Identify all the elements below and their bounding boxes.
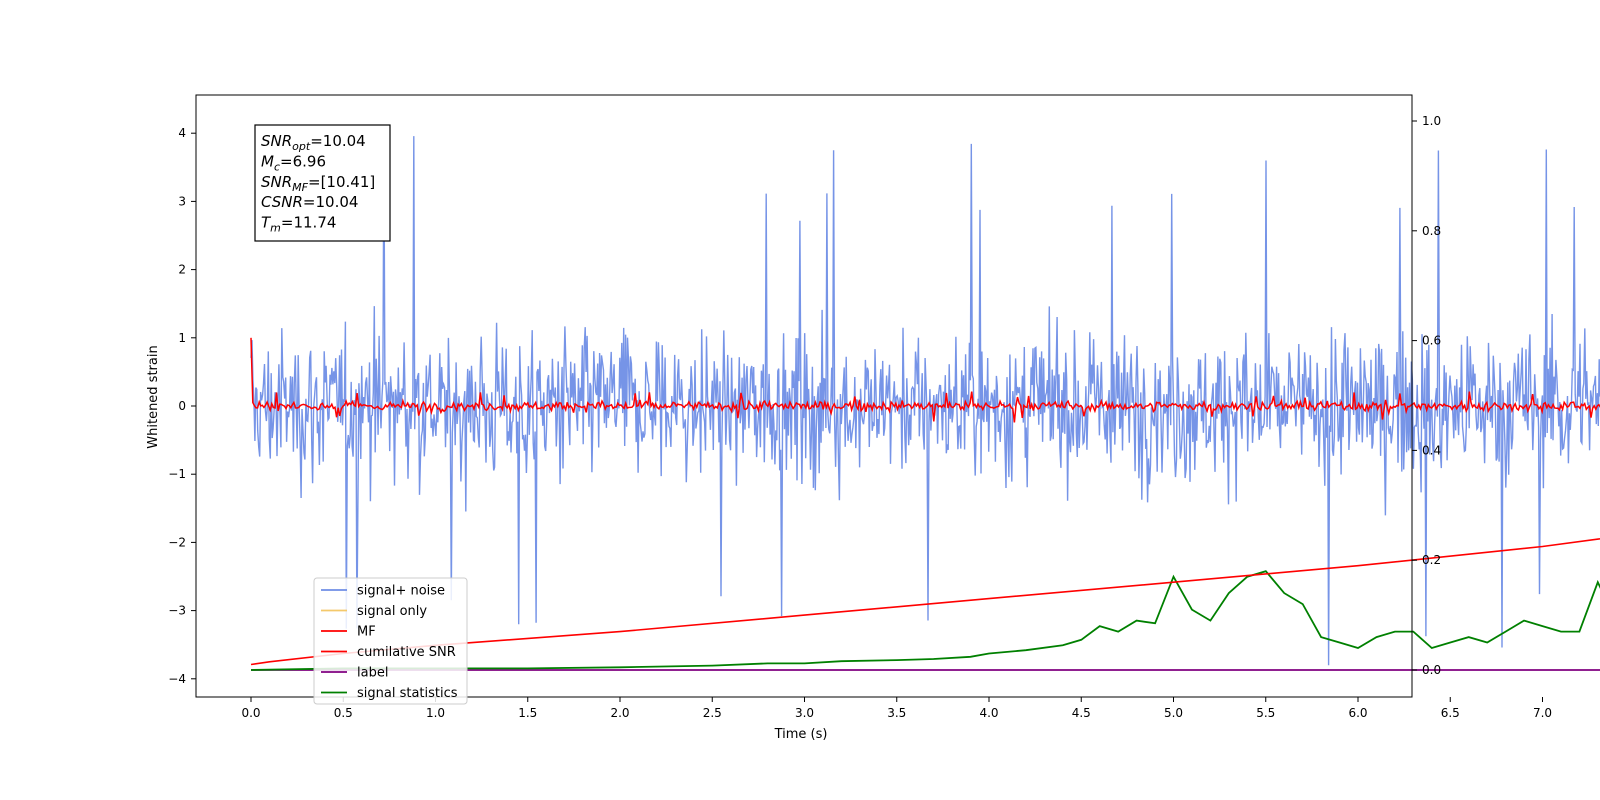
annotation-line: CSNR=10.04 — [261, 193, 358, 211]
y-axis-left: 4 3 2 1 0 −1 −2 −3 −4 — [168, 126, 196, 686]
stats-annotation-box: SNRopt=10.04Mc=6.96SNRMF=[10.41]CSNR=10.… — [254, 124, 391, 242]
x-tick-label: 4.0 — [979, 706, 998, 720]
x-tick-label: 0.0 — [241, 706, 260, 720]
y-right-tick-label: 0.0 — [1422, 663, 1441, 677]
series-mf — [250, 337, 1600, 423]
legend-entry: cumilative SNR — [357, 645, 456, 660]
annotation-line: Mc=6.96 — [261, 152, 326, 173]
x-tick-label: 5.5 — [1256, 706, 1275, 720]
x-tick-label: 7.0 — [1533, 706, 1552, 720]
x-tick-label: 6.0 — [1348, 706, 1367, 720]
x-tick-label: 2.0 — [610, 706, 629, 720]
annotation-frame — [254, 124, 391, 242]
legend: signal+ noise signal only MF cumilative SNR… — [313, 577, 468, 705]
y-left-tick-label: −2 — [168, 535, 186, 549]
y-right-tick-label: 0.2 — [1422, 553, 1441, 567]
x-tick-label: 3.5 — [887, 706, 906, 720]
y-axis-right: 1.0 0.8 0.6 0.4 0.2 0.0 — [1412, 114, 1441, 677]
x-tick-label: 2.5 — [703, 706, 722, 720]
y-right-tick-label: 1.0 — [1422, 114, 1441, 128]
x-tick-label: 0.5 — [334, 706, 353, 720]
y-axis-label: Whitened strain — [146, 345, 161, 448]
legend-entry: signal+ noise — [357, 584, 445, 599]
y-left-tick-label: 4 — [178, 126, 186, 140]
annotation-line: SNRopt=10.04 — [261, 132, 366, 153]
y-left-tick-label: −3 — [168, 604, 186, 618]
series-layer — [250, 136, 1600, 671]
y-left-tick-label: −1 — [168, 467, 186, 481]
x-tick-label: 3.0 — [795, 706, 814, 720]
y-right-tick-label: 0.8 — [1422, 224, 1441, 238]
x-tick-label: 5.0 — [1164, 706, 1183, 720]
y-right-tick-label: 0.4 — [1422, 443, 1441, 457]
x-tick-label: 6.5 — [1441, 706, 1460, 720]
x-tick-label: 1.0 — [426, 706, 445, 720]
series-signal-statistics — [250, 570, 1600, 671]
legend-entry: label — [357, 666, 388, 681]
legend-frame — [313, 577, 468, 705]
annotation-line: Tm=11.74 — [261, 214, 336, 235]
legend-entry: signal only — [357, 604, 427, 619]
annotation-line: SNRMF=[10.41] — [261, 173, 375, 194]
y-left-tick-label: 3 — [178, 194, 186, 208]
x-tick-label: 4.5 — [1072, 706, 1091, 720]
x-tick-label: 1.5 — [518, 706, 537, 720]
legend-entry: signal statistics — [357, 686, 458, 701]
legend-entry: MF — [357, 625, 376, 640]
x-axis: 0.0 0.5 1.0 1.5 2.0 2.5 3.0 3.5 4.0 4.5 5.0 5.5 6.0 6… — [241, 697, 1552, 720]
y-left-tick-label: 1 — [178, 331, 186, 345]
y-right-tick-label: 0.6 — [1422, 334, 1441, 348]
y-left-tick-label: 2 — [178, 263, 186, 277]
x-axis-label: Time (s) — [774, 727, 828, 742]
series-cumulative-snr — [250, 537, 1600, 666]
y-left-tick-label: −4 — [168, 672, 186, 686]
y-left-tick-label: 0 — [178, 399, 186, 413]
